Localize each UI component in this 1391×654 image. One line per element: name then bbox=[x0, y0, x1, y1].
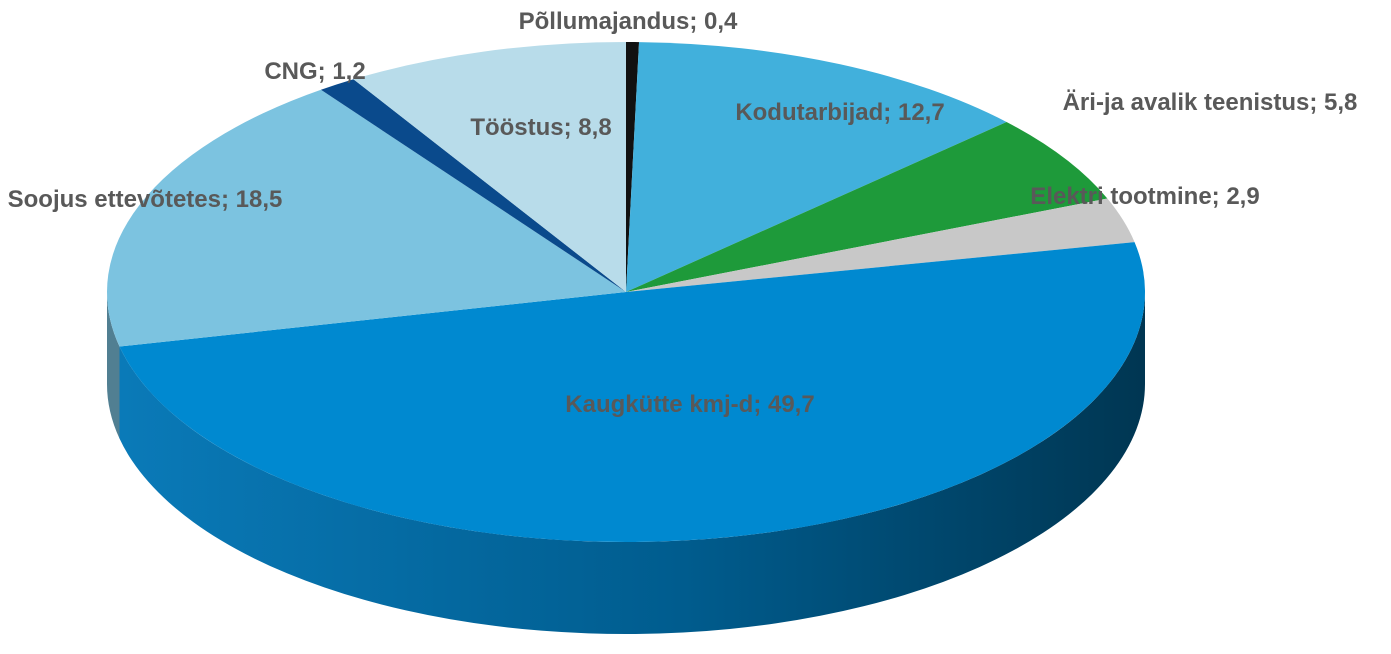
slice bbox=[626, 42, 640, 292]
slice bbox=[353, 42, 626, 292]
data-label: Tööstus; 8,8 bbox=[470, 114, 612, 141]
slice-side bbox=[119, 292, 1146, 635]
data-label: Elektri tootmine; 2,9 bbox=[1030, 183, 1260, 210]
slice-side bbox=[107, 292, 120, 439]
data-label: Kodutarbijad; 12,7 bbox=[735, 99, 945, 126]
data-label: Soojus ettevõtetes; 18,5 bbox=[7, 186, 283, 213]
data-label: Põllumajandus; 0,4 bbox=[518, 8, 738, 35]
slice bbox=[320, 79, 626, 293]
slice bbox=[119, 242, 1146, 543]
data-label: Äri-ja avalik teenistus; 5,8 bbox=[1062, 89, 1358, 116]
slice bbox=[626, 42, 1007, 293]
data-label: Kaugkütte kmj-d; 49,7 bbox=[565, 391, 815, 418]
slice bbox=[626, 122, 1108, 292]
data-label: CNG; 1,2 bbox=[264, 58, 366, 85]
slice bbox=[106, 89, 626, 347]
slice bbox=[626, 198, 1135, 292]
